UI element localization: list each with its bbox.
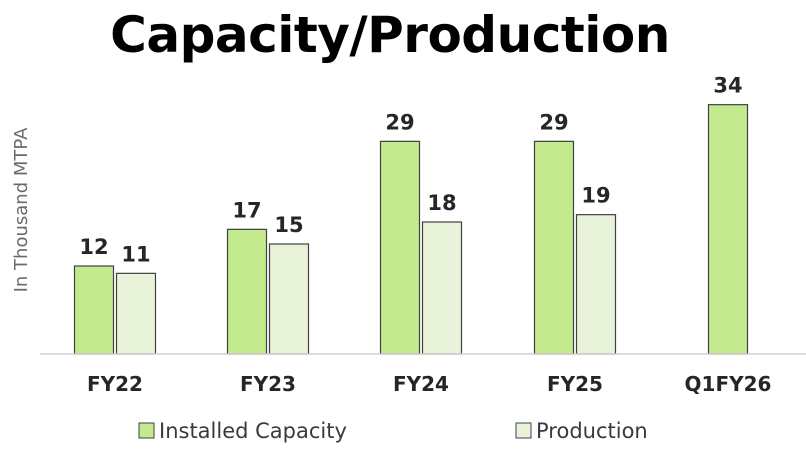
bar-installed-capacity <box>226 228 268 355</box>
bar-installed-capacity <box>73 265 115 355</box>
y-axis-label: In Thousand MTPA <box>11 127 32 292</box>
bar-production <box>115 272 157 355</box>
legend-label: Production <box>536 419 648 443</box>
x-tick-label: FY23 <box>240 372 296 396</box>
legend-swatch-production <box>515 422 532 439</box>
x-tick-label: FY24 <box>393 372 449 396</box>
data-label: 29 <box>539 110 568 134</box>
data-label: 15 <box>274 213 303 237</box>
x-tick-label: FY22 <box>87 372 143 396</box>
legend: Installed Capacity Production <box>138 419 648 443</box>
data-label: 17 <box>232 198 261 222</box>
data-label: 34 <box>713 74 742 98</box>
data-label: 29 <box>385 110 414 134</box>
x-tick-label: Q1FY26 <box>685 372 772 396</box>
bar-production <box>421 221 463 355</box>
bar-production <box>575 214 617 355</box>
bar-installed-capacity <box>707 104 749 355</box>
legend-swatch-installed-capacity <box>138 422 155 439</box>
data-label: 19 <box>581 184 610 208</box>
bar-installed-capacity <box>379 140 421 355</box>
data-label: 12 <box>79 235 108 259</box>
bar-production <box>268 243 310 355</box>
chart-title: Capacity/Production <box>110 6 670 64</box>
x-tick-label: FY25 <box>547 372 603 396</box>
data-label: 18 <box>427 191 456 215</box>
legend-label: Installed Capacity <box>159 419 347 443</box>
bar-installed-capacity <box>533 140 575 355</box>
data-label: 11 <box>121 242 150 266</box>
